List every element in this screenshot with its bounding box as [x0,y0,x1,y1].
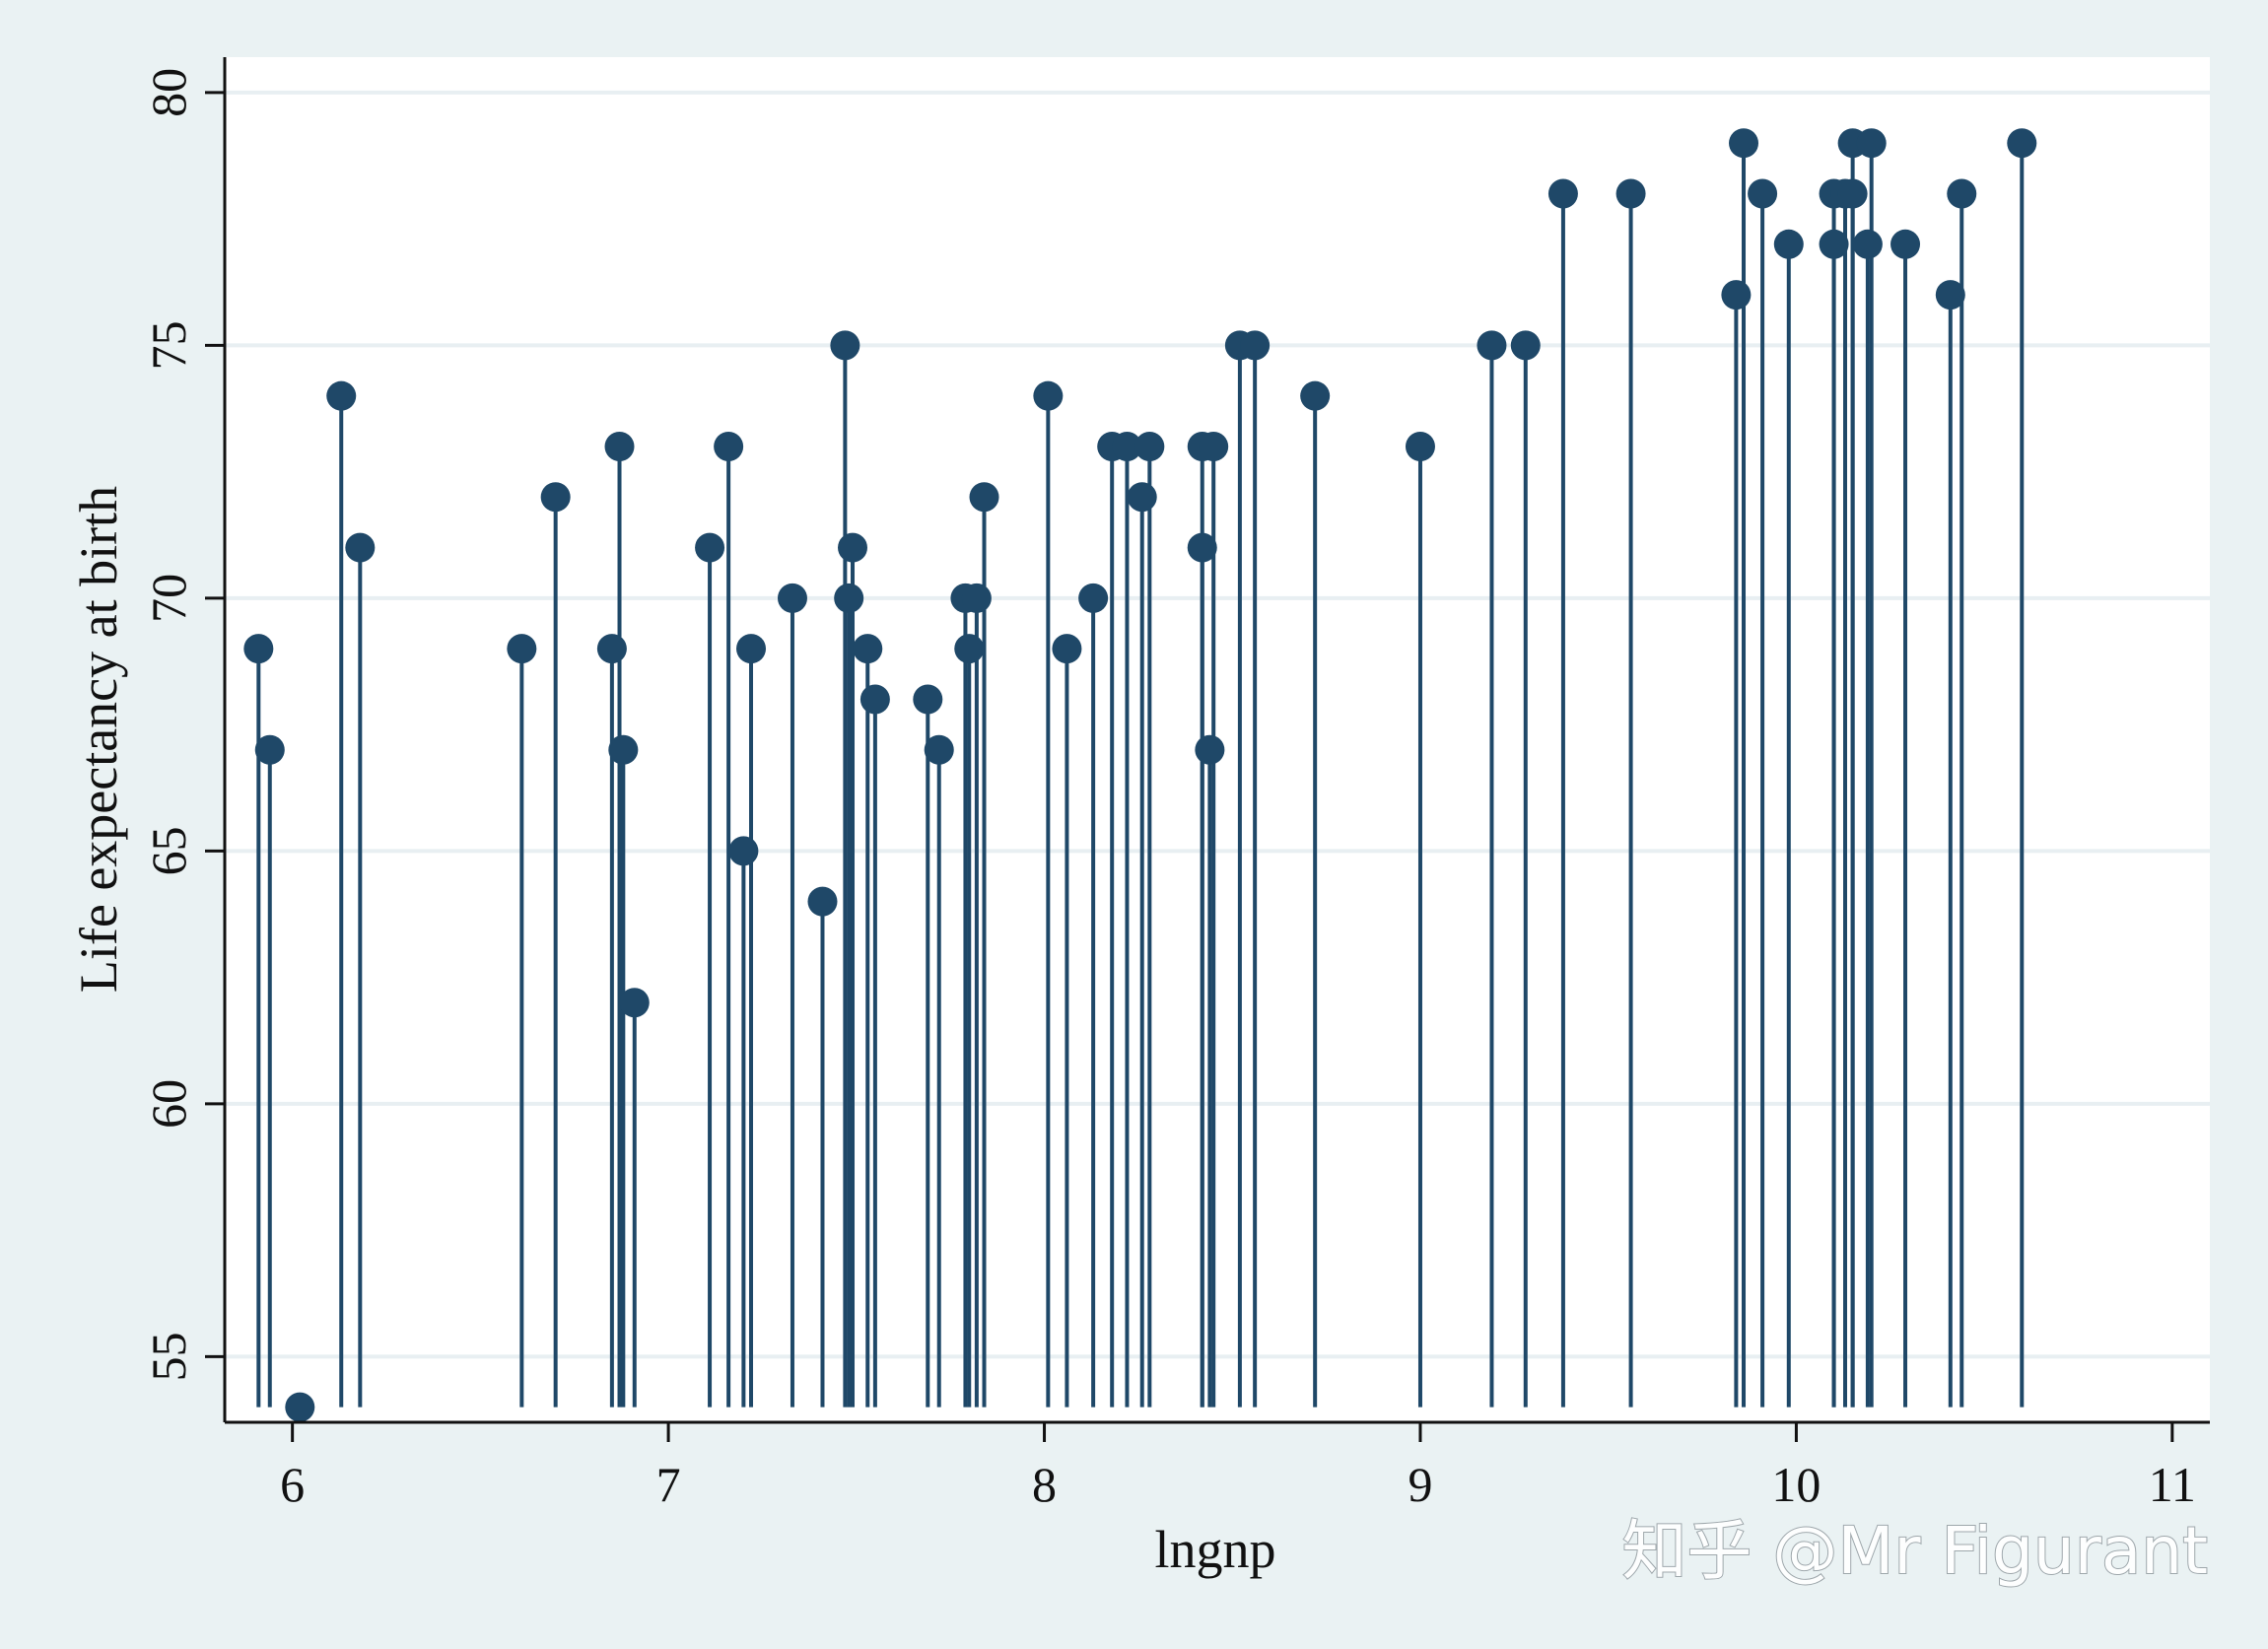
data-point [1947,178,1977,209]
data-point [254,734,285,765]
data-point [853,634,883,664]
data-point [1134,431,1165,461]
data-point [326,380,357,411]
data-point [714,431,744,461]
watermark-text: 知乎 @Mr Figurant [1621,1513,2208,1589]
data-point [619,988,650,1018]
x-tick-label: 9 [1408,1457,1432,1512]
data-point [969,482,999,513]
data-point [1547,178,1578,209]
data-point [961,583,992,613]
data-point [1729,128,1759,159]
data-point [954,634,985,664]
data-point [1195,734,1225,765]
data-point [1199,431,1229,461]
data-point [830,330,860,361]
data-point [807,886,838,917]
x-tick-label: 8 [1032,1457,1057,1512]
data-point [913,684,943,715]
drop-lines [256,143,2025,1408]
data-point [507,634,537,664]
x-tick-label: 10 [1771,1457,1821,1512]
y-tick-label: 55 [141,1332,196,1381]
data-point [834,583,864,613]
data-point [1819,229,1849,259]
data-point [1856,128,1887,159]
y-tick-label: 75 [141,320,196,370]
data-point [859,684,890,715]
data-point [604,431,635,461]
data-point [596,634,627,664]
data-point [728,836,759,866]
data-point [1078,583,1109,613]
y-axis-title: Life expectancy at birth [69,486,128,993]
data-point [695,532,725,563]
axes [223,57,2210,1424]
data-point [1773,229,1804,259]
x-tick-label: 6 [280,1457,305,1512]
y-tick-label: 65 [141,826,196,875]
data-point [1510,330,1541,361]
data-point [1405,431,1435,461]
x-tick-label: 7 [656,1457,681,1512]
data-point [285,1392,315,1422]
data-point [608,734,639,765]
data-point [1112,431,1142,461]
data-point [1187,532,1217,563]
data-point [777,583,807,613]
data-point [1852,229,1883,259]
data-point [1890,229,1921,259]
data-point [1837,178,1868,209]
data-point [1615,178,1646,209]
data-point [2007,128,2037,159]
data-point [1721,280,1752,310]
data-point [1935,280,1965,310]
data-point [1033,380,1064,411]
data-point [1052,634,1082,664]
data-point [1748,178,1778,209]
data-point [736,634,767,664]
data-point [1127,482,1157,513]
data-point [924,734,954,765]
data-point [345,532,376,563]
x-tick-label: 11 [2149,1457,2196,1512]
data-point [540,482,571,513]
axis-ticks: 55 60 65 70 75 80 6 7 8 9 10 11 [141,68,2196,1512]
data-markers [243,128,2037,1422]
data-point [1477,330,1507,361]
data-point [1240,330,1271,361]
data-point [838,532,868,563]
y-tick-label: 70 [141,574,196,623]
data-point [243,634,274,664]
y-tick-label: 80 [141,68,196,117]
x-axis-title: lngnp [1154,1520,1275,1579]
y-tick-label: 60 [141,1079,196,1129]
data-point [1300,380,1331,411]
